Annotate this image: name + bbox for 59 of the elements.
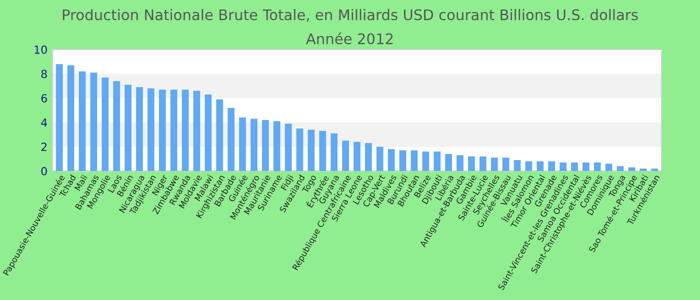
bar [296, 128, 304, 171]
bar [216, 99, 224, 171]
y-tick-label: 6 [41, 94, 47, 102]
bar [113, 81, 120, 171]
bar [239, 118, 246, 171]
bar [182, 90, 189, 171]
bar [330, 133, 338, 171]
bar [479, 156, 486, 171]
bar [365, 143, 372, 171]
bar [594, 162, 601, 171]
chart-subtitle: Année 2012 [306, 32, 393, 44]
bar [376, 146, 384, 171]
bar [616, 166, 624, 171]
bar [136, 87, 143, 171]
bar [582, 162, 590, 171]
bar [456, 155, 464, 171]
bar [514, 160, 521, 171]
bar [67, 65, 74, 171]
bar [422, 152, 430, 171]
chart-title: Production Nationale Brute Totale, en Milliards USD courant Billions U.S. dollars [62, 9, 638, 22]
y-tick-label: 8 [41, 70, 47, 78]
bar [319, 130, 326, 171]
bar [158, 90, 166, 171]
bar [445, 154, 452, 171]
bar [525, 161, 532, 171]
bar [56, 64, 63, 171]
y-tick-label: 0 [41, 166, 47, 176]
bar [434, 152, 441, 171]
y-tick-label: 4 [41, 118, 48, 127]
bar [284, 124, 292, 171]
bar [204, 94, 212, 171]
bar [410, 150, 418, 171]
bar [124, 84, 132, 171]
bar [78, 71, 86, 171]
bar [170, 90, 178, 171]
bar [536, 161, 544, 171]
bar [605, 164, 612, 171]
bar [262, 120, 269, 171]
bar [354, 142, 360, 171]
bar [388, 149, 395, 171]
bar [548, 161, 556, 171]
y-tick-label: 10 [34, 45, 47, 54]
bar [90, 72, 98, 171]
bar [308, 130, 315, 171]
y-tick-label: 2 [41, 142, 47, 151]
bar [490, 158, 498, 171]
bar [250, 118, 258, 171]
bar [193, 90, 200, 171]
bar [273, 121, 280, 171]
bar [628, 167, 636, 171]
bar [102, 77, 109, 171]
bar [560, 162, 566, 171]
bar [228, 108, 235, 171]
bar [502, 158, 510, 171]
bar [342, 140, 349, 171]
bar [399, 150, 406, 171]
bar [468, 156, 475, 171]
bar [148, 88, 154, 171]
bar [571, 162, 578, 171]
